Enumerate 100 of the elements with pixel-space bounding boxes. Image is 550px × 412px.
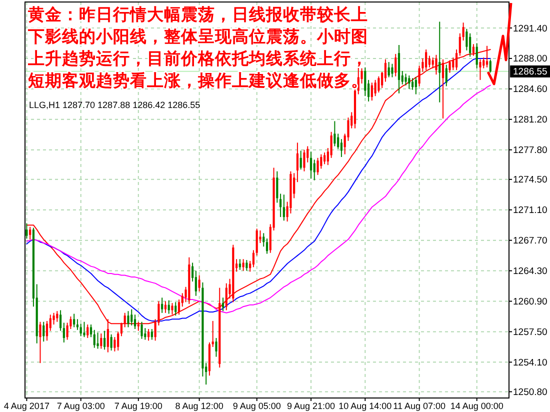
candlestick: [262, 232, 265, 248]
candlestick: [394, 53, 397, 77]
candlestick: [303, 149, 306, 172]
candlestick: [150, 328, 153, 340]
candlestick: [174, 302, 177, 316]
candlestick: [46, 320, 48, 342]
candlestick: [86, 324, 89, 338]
y-tick-label: 1267.70: [513, 236, 548, 247]
x-tick-label: 4 Aug 2017: [4, 401, 50, 411]
candlestick: [93, 329, 96, 348]
annotation: LLG,H1 1287.70 1287.88 1286.42 1286.55: [29, 100, 200, 110]
x-tick-label: 8 Aug 12:00: [175, 401, 224, 411]
candlestick: [83, 321, 86, 338]
y-tick-label: 1254.10: [513, 357, 548, 368]
candlestick: [29, 226, 32, 240]
y-tick-label: 1291.40: [513, 23, 548, 34]
candlestick: [222, 297, 224, 312]
y-tick-label: 1264.30: [513, 266, 548, 278]
candlestick: [194, 270, 197, 296]
candlestick: [438, 21, 441, 103]
y-tick-label: 1277.80: [513, 145, 548, 156]
candlestick: [296, 142, 299, 183]
x-tick-label: 11 Aug 07:00: [393, 401, 446, 411]
candlestick: [414, 76, 417, 95]
candlestick: [391, 63, 394, 78]
candlestick: [445, 64, 448, 87]
candlestick: [279, 193, 282, 218]
candlestick: [246, 260, 248, 272]
candlestick: [39, 321, 42, 364]
candlestick: [408, 74, 410, 90]
candlestick: [489, 59, 492, 74]
candlestick: [340, 138, 343, 158]
x-tick-label: 7 Aug 03:00: [56, 401, 105, 411]
candlestick: [370, 82, 373, 102]
candlestick: [378, 76, 380, 93]
candlestick: [476, 42, 478, 69]
candlestick: [323, 152, 326, 165]
candlestick: [225, 282, 228, 311]
x-tick-label: 14 Aug 00:00: [450, 401, 504, 411]
candlestick: [252, 250, 255, 268]
y-tick-label: 1274.50: [513, 174, 548, 186]
candlestick: [482, 57, 485, 69]
candlestick: [134, 314, 136, 330]
candlestick: [337, 133, 340, 150]
candlestick: [435, 54, 438, 76]
candlestick: [266, 238, 268, 254]
candlestick: [164, 300, 167, 314]
y-tick-label: 1271.10: [513, 205, 548, 216]
y-tick-label: 1257.50: [513, 327, 548, 338]
candlestick: [127, 310, 130, 328]
candlestick: [452, 57, 454, 71]
candlestick: [469, 32, 472, 58]
candlestick: [26, 222, 28, 240]
candlestick: [42, 321, 45, 342]
candlestick: [215, 337, 218, 358]
candlestick: [56, 310, 58, 322]
candlestick: [316, 157, 319, 176]
candlestick: [276, 170, 278, 204]
candlestick: [282, 194, 285, 222]
candlestick: [140, 321, 143, 340]
y-tick-label: 1284.60: [513, 84, 548, 96]
candlestick: [114, 336, 116, 352]
candlestick: [364, 66, 366, 97]
candlestick: [256, 228, 258, 256]
candlestick: [411, 78, 414, 90]
candlestick: [479, 58, 482, 80]
candlestick: [448, 60, 451, 74]
candlestick: [62, 322, 65, 343]
candlestick: [103, 330, 106, 350]
candlestick: [171, 302, 174, 316]
candlestick: [442, 58, 444, 119]
candlestick: [130, 308, 133, 326]
candlestick: [388, 62, 390, 78]
candlestick: [242, 258, 244, 272]
y-tick-label: 1260.90: [513, 296, 548, 308]
candlestick: [198, 274, 200, 292]
candlestick: [73, 313, 76, 328]
candlestick: [238, 258, 241, 270]
x-tick-label: 9 Aug 05:00: [232, 401, 281, 411]
candlestick: [161, 297, 164, 314]
y-tick-label: 1281.20: [513, 114, 548, 126]
candlestick: [313, 159, 316, 181]
candlestick: [374, 79, 376, 97]
candlestick: [59, 310, 62, 332]
candlestick: [404, 73, 407, 86]
candlestick: [310, 151, 312, 179]
candlestick: [330, 131, 332, 158]
candlestick: [80, 323, 82, 337]
x-tick-label: 7 Aug 19:00: [114, 401, 162, 411]
candlestick: [178, 298, 180, 316]
candlestick: [117, 331, 120, 352]
x-tick-label: 9 Aug 21:00: [286, 401, 336, 411]
candlestick: [110, 334, 112, 352]
candlestick: [432, 57, 434, 69]
candlestick: [384, 58, 387, 82]
candlestick: [428, 55, 431, 68]
candlestick: [300, 150, 302, 170]
candlestick: [100, 332, 102, 350]
candlestick: [96, 332, 99, 350]
y-tick-label: 1250.80: [513, 387, 548, 398]
